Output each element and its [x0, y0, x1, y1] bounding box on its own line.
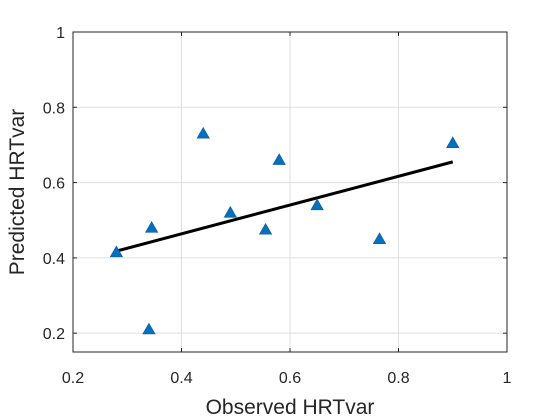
x-tick-label: 1: [503, 370, 512, 387]
data-point-triangle: [144, 220, 159, 233]
regression-line-group: [116, 160, 454, 253]
x-axis-label: Observed HRTvar: [206, 396, 375, 419]
y-axis-label: Predicted HRTvar: [6, 109, 29, 276]
y-tick-label: 0.6: [43, 176, 65, 193]
data-point-triangle: [272, 153, 286, 165]
x-tick-label: 0.6: [279, 370, 301, 387]
x-tick-label: 0.8: [387, 370, 409, 387]
data-point-triangle: [223, 205, 238, 218]
regression-line: [116, 160, 454, 253]
data-point-triangle: [446, 136, 460, 148]
y-tick-labels: 0.2 0.4 0.6 0.8 1: [43, 25, 65, 343]
grid-lines: [72, 31, 508, 352]
tick-marks: [72, 31, 508, 352]
x-tick-label: 0.2: [62, 370, 84, 387]
y-tick-label: 0.2: [43, 326, 65, 343]
data-point-triangle: [310, 198, 324, 211]
x-tick-label: 0.4: [170, 370, 192, 387]
data-point-triangle: [142, 322, 156, 335]
data-point-triangle: [109, 245, 124, 258]
y-tick-label: 0.4: [43, 251, 65, 268]
data-points: [109, 126, 460, 335]
data-point-triangle: [258, 222, 273, 235]
x-tick-labels: 0.2 0.4 0.6 0.8 1: [62, 370, 512, 387]
data-point-triangle: [196, 126, 210, 139]
y-tick-label: 0.8: [43, 100, 65, 117]
y-tick-label: 1: [56, 25, 65, 42]
data-point-triangle: [372, 232, 387, 244]
